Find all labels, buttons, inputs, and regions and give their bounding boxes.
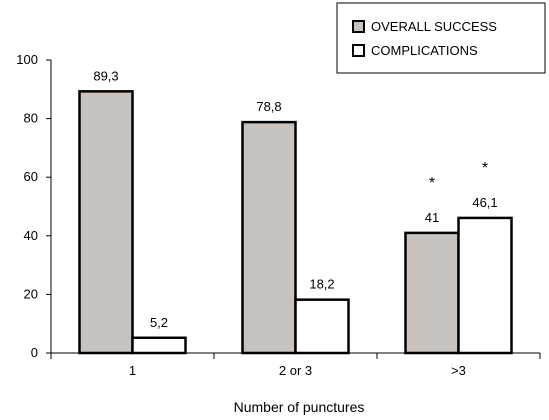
annotations: **	[429, 160, 488, 192]
legend: OVERALL SUCCESS COMPLICATIONS	[336, 2, 546, 74]
bars	[78, 90, 513, 355]
bar-overall-success	[241, 120, 297, 355]
bar-complications	[294, 298, 350, 355]
legend-label: COMPLICATIONS	[371, 43, 478, 58]
bar-value-label: 89,3	[93, 68, 118, 83]
significance-asterisk: *	[482, 160, 488, 177]
y-tick-label: 40	[24, 228, 38, 243]
x-tick-label: 2 or 3	[279, 363, 312, 378]
significance-asterisk: *	[429, 175, 435, 192]
bar-complications	[131, 336, 187, 355]
bar-value-label: 5,2	[150, 315, 168, 330]
x-tick-label: 1	[129, 363, 136, 378]
legend-swatch	[352, 20, 365, 33]
bar-overall-success	[404, 231, 460, 355]
x-tick-label: >3	[451, 363, 466, 378]
bar-value-label: 18,2	[309, 277, 334, 292]
y-tick-label: 60	[24, 169, 38, 184]
value-labels: 89,3 78,8 41 5,2 18,2 46,1	[93, 68, 497, 329]
bar-value-label: 78,8	[256, 99, 281, 114]
x-axis-title: Number of punctures	[234, 399, 365, 415]
legend-box	[336, 2, 546, 74]
y-tick-label: 20	[24, 286, 38, 301]
bar-complications	[457, 216, 513, 355]
legend-swatch	[352, 44, 365, 57]
y-tick-label: 100	[16, 52, 38, 67]
bar-value-label: 46,1	[472, 195, 497, 210]
y-tick-label: 80	[24, 111, 38, 126]
y-axis: 0 20 40 60 80 100	[16, 52, 52, 360]
y-tick-label: 0	[31, 345, 38, 360]
legend-label: OVERALL SUCCESS	[371, 19, 497, 34]
bar-overall-success	[78, 90, 134, 355]
bar-value-label: 41	[425, 210, 439, 225]
x-axis: 1 2 or 3 >3	[50, 352, 541, 378]
